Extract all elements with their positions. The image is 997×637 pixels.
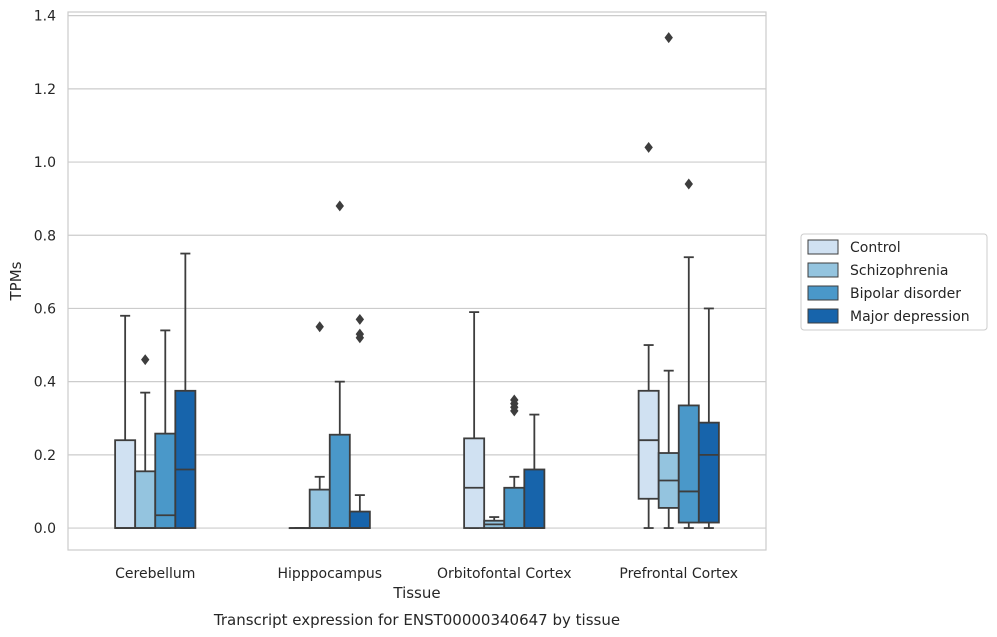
outlier-point	[664, 32, 673, 44]
box-bipolar-disorder	[154, 329, 177, 529]
box-body	[677, 404, 700, 524]
x-tick-label: Orbitofontal Cortex	[437, 566, 572, 582]
box-major-depression	[174, 252, 197, 529]
box-body	[697, 421, 720, 524]
legend-swatch	[807, 285, 839, 301]
box-body	[174, 389, 197, 529]
box-body	[308, 488, 331, 529]
box-body	[134, 470, 157, 529]
x-axis-ticks: Cerebellum Hipppocampus Orbitofontal Corte…	[115, 566, 738, 582]
box-body	[463, 437, 486, 529]
legend-frame	[800, 233, 988, 331]
y-tick-label: 0.4	[34, 375, 56, 391]
outlier-point	[510, 394, 519, 406]
y-tick-label: 0.0	[34, 521, 56, 537]
y-tick-label: 1.0	[34, 155, 56, 171]
box-body	[328, 433, 351, 529]
box-body	[348, 510, 371, 529]
boxes	[114, 32, 720, 530]
y-axis-title: TPMs	[7, 261, 25, 301]
box-body	[154, 432, 177, 529]
outlier-point	[141, 354, 150, 366]
box-control	[114, 314, 137, 529]
outlier-point	[644, 141, 653, 153]
box-body	[637, 389, 660, 500]
y-tick-label: 1.4	[34, 9, 56, 25]
box-major-depression	[523, 413, 546, 529]
outlier-point	[355, 328, 365, 340]
legend-swatch	[807, 308, 839, 324]
box-body	[114, 439, 137, 529]
box-control	[637, 141, 660, 529]
y-axis-ticks: 0.0 0.2 0.4 0.6 0.8 1.0 1.2 1.4	[34, 9, 56, 537]
legend-label: Schizophrenia	[850, 263, 948, 279]
y-tick-label: 0.8	[34, 228, 56, 244]
box-body	[523, 468, 546, 529]
chart-caption: Transcript expression for ENST0000034064…	[213, 611, 620, 629]
y-tick-label: 0.6	[34, 301, 56, 317]
box-body	[503, 486, 526, 529]
box-bipolar-disorder	[503, 394, 526, 529]
y-tick-label: 0.2	[34, 448, 56, 464]
box-bipolar-disorder	[328, 200, 351, 529]
plot-frame	[67, 11, 767, 551]
outlier-point	[684, 178, 693, 190]
x-tick-label: Cerebellum	[115, 566, 195, 582]
x-tick-label: Prefrontal Cortex	[619, 566, 738, 582]
legend-label: Control	[850, 240, 901, 256]
x-axis-title: Tissue	[392, 584, 440, 602]
legend-label: Major depression	[850, 309, 970, 325]
box-bipolar-disorder	[677, 178, 700, 529]
outlier-point	[335, 200, 344, 212]
legend-swatch	[807, 239, 839, 255]
outlier-point	[315, 321, 324, 333]
box-major-depression	[697, 307, 720, 529]
legend-label: Bipolar disorder	[850, 286, 961, 302]
outlier-point	[355, 313, 365, 325]
x-tick-label: Hipppocampus	[277, 566, 382, 582]
legend-swatch	[807, 262, 839, 278]
y-tick-label: 1.2	[34, 82, 56, 98]
box-major-depression	[348, 313, 371, 529]
box-control	[463, 311, 486, 529]
legend: Control Schizophrenia Bipolar disorder Majo…	[800, 233, 988, 331]
